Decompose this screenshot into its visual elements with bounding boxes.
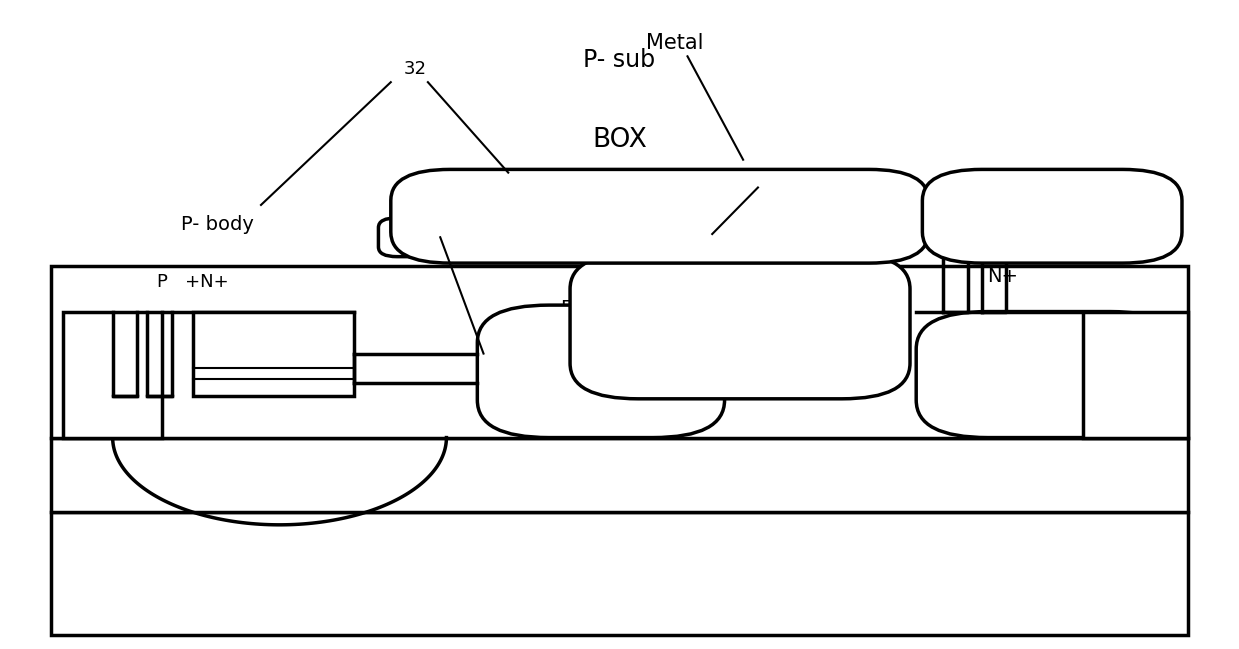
FancyBboxPatch shape [378,218,434,256]
FancyBboxPatch shape [916,312,1182,437]
Bar [51,512,1188,635]
Text: Gate Poly: Gate Poly [419,221,512,240]
Text: P- body: P- body [181,215,254,234]
Bar [63,312,162,437]
FancyBboxPatch shape [570,253,909,399]
FancyBboxPatch shape [922,169,1182,263]
Text: FOX: FOX [560,299,600,318]
Text: BOX: BOX [592,127,647,153]
Text: 32: 32 [404,60,427,79]
Bar [193,312,353,396]
Bar [51,266,1188,437]
Text: 31: 31 [762,177,783,195]
Bar [51,437,1188,512]
Bar [1083,312,1188,437]
FancyBboxPatch shape [390,169,928,263]
Text: P- sub: P- sub [584,47,655,71]
Text: Poly: Poly [731,325,779,349]
Text: N+: N+ [987,267,1018,286]
FancyBboxPatch shape [477,305,725,437]
Text: P   +N+: P +N+ [157,273,229,291]
Text: Metal: Metal [647,33,704,53]
